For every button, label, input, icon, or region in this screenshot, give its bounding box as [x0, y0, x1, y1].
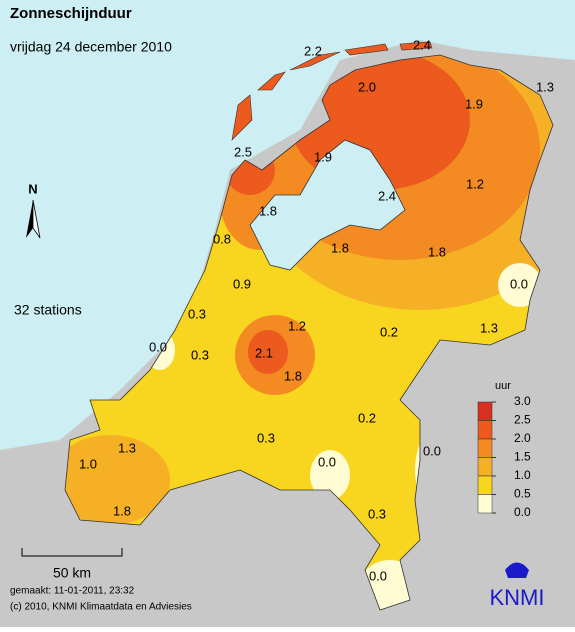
station-value: 0.3 [188, 306, 206, 321]
north-label: N [28, 181, 37, 196]
station-value: 0.3 [191, 347, 209, 362]
station-value: 2.0 [358, 79, 376, 94]
legend-swatch [477, 401, 493, 421]
station-value: 0.0 [369, 568, 387, 583]
station-value: 1.9 [314, 149, 332, 164]
station-value: 1.8 [259, 203, 277, 218]
legend-title: uur [495, 380, 511, 392]
legend-swatch [477, 475, 493, 495]
station-value: 1.2 [466, 176, 484, 191]
station-value: 1.0 [79, 456, 97, 471]
station-value: 0.8 [213, 231, 231, 246]
station-value: 1.8 [284, 368, 302, 383]
scale-bar [21, 548, 123, 557]
subtitle: vrijdag 24 december 2010 [10, 39, 172, 55]
scale-label: 50 km [53, 565, 91, 581]
station-value: 0.3 [257, 430, 275, 445]
legend-tick-label: 3.0 [514, 394, 531, 408]
station-value: 1.8 [428, 244, 446, 259]
legend-swatch [477, 494, 493, 514]
station-value: 0.0 [149, 339, 167, 354]
station-value: 1.3 [480, 320, 498, 335]
legend-swatch [477, 420, 493, 440]
station-value: 1.3 [118, 440, 136, 455]
ijsselmeer [249, 139, 406, 271]
station-value: 1.3 [536, 79, 554, 94]
legend-swatch [477, 457, 493, 477]
legend-tick-label: 2.0 [514, 431, 531, 445]
sea [0, 0, 575, 450]
station-value: 0.0 [318, 454, 336, 469]
station-value: 0.2 [358, 410, 376, 425]
station-value: 2.1 [255, 345, 273, 360]
station-count: 32 stations [14, 302, 82, 318]
title: Zonneschijnduur [10, 5, 132, 22]
logo: KNMI [490, 585, 545, 610]
legend-tick-label: 0.0 [514, 505, 531, 519]
legend-swatch [477, 438, 493, 458]
station-value: 1.2 [288, 318, 306, 333]
station-value: 2.2 [304, 43, 322, 58]
station-value: 1.8 [331, 240, 349, 255]
copyright: (c) 2010, KNMI Klimaatdata en Adviesies [10, 602, 192, 613]
wadden-islands [231, 41, 433, 141]
legend-tick-label: 0.5 [514, 487, 531, 501]
station-value: 0.9 [233, 276, 251, 291]
legend-tick-label: 2.5 [514, 413, 531, 427]
north-arrow [26, 200, 33, 238]
station-value: 0.2 [380, 324, 398, 339]
station-value: 0.0 [423, 443, 441, 458]
logo-crown [505, 562, 529, 578]
station-value: 2.4 [378, 188, 396, 203]
station-value: 0.3 [368, 506, 386, 521]
legend-tick-label: 1.5 [514, 450, 531, 464]
station-value: 2.4 [413, 37, 431, 52]
station-value: 2.5 [234, 144, 252, 159]
made-note: gemaakt: 11-01-2011, 23:32 [10, 586, 135, 597]
station-value: 0.0 [510, 276, 528, 291]
legend-tick-label: 1.0 [514, 468, 531, 482]
north-arrow [32, 199, 41, 239]
station-value: 1.9 [465, 96, 483, 111]
station-value: 1.8 [113, 503, 131, 518]
